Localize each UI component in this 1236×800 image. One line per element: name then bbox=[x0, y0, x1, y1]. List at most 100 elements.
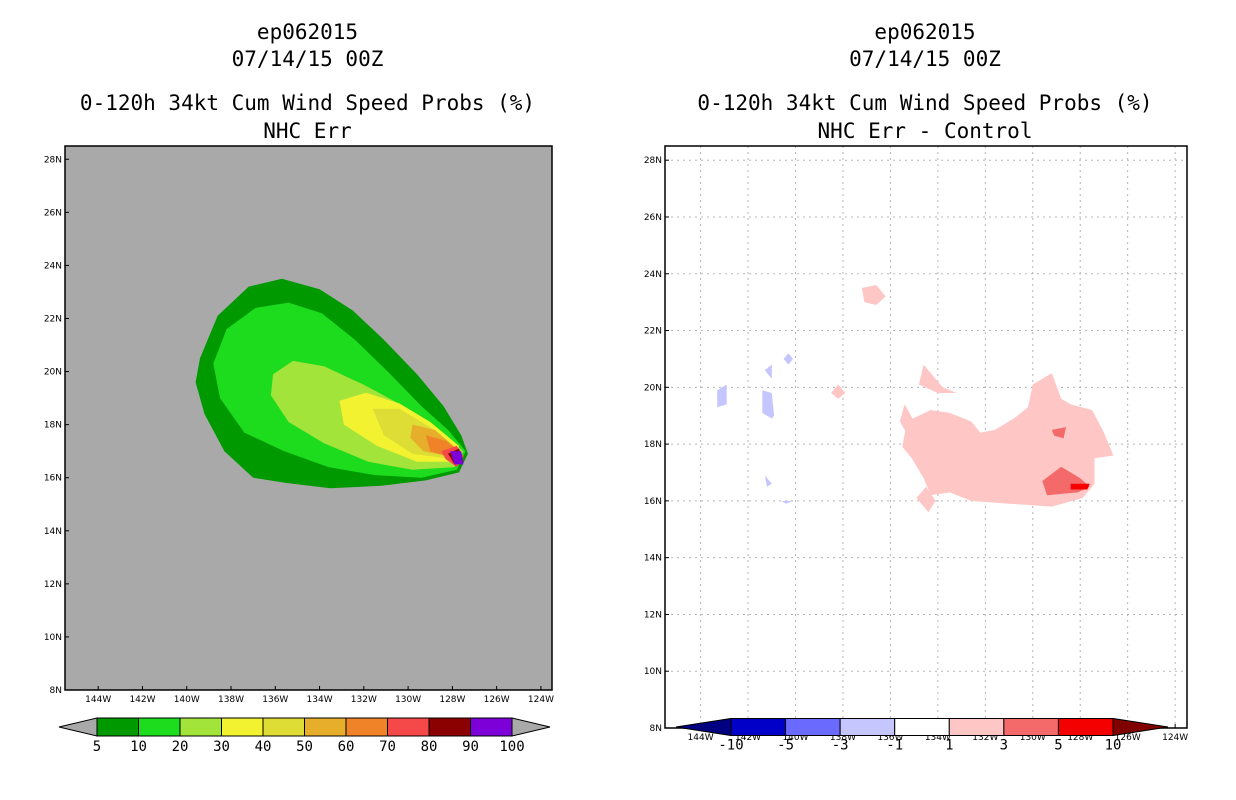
colorbar-label: 70 bbox=[379, 739, 396, 755]
colorbar-swatch bbox=[428, 717, 471, 737]
colorbar-extend-low bbox=[58, 717, 98, 737]
y-tick-label: 8N bbox=[50, 686, 62, 696]
colorbar-swatch bbox=[179, 717, 222, 737]
x-tick-label: 144W bbox=[688, 733, 714, 743]
colorbar-label: 90 bbox=[462, 739, 479, 755]
colorbar-label: 60 bbox=[338, 739, 355, 755]
x-tick-label: 132W bbox=[351, 695, 377, 705]
x-tick-label: 128W bbox=[1067, 733, 1093, 743]
colorbar-label: 50 bbox=[296, 739, 313, 755]
right-colorbar: -10 -5 -3 -1 1 3 5 10 bbox=[675, 717, 1169, 754]
y-tick-label: 22N bbox=[644, 327, 662, 337]
x-tick-label: 144W bbox=[85, 695, 111, 705]
colorbar-label: 3 bbox=[1000, 738, 1008, 754]
x-tick-label: 136W bbox=[262, 695, 288, 705]
y-tick-label: 10N bbox=[644, 667, 662, 677]
right-map-panel: 144W 142W 140W 138W 136W 134W 132W 130W 128W 126W… bbox=[644, 145, 1188, 743]
contour-5 bbox=[1070, 483, 1090, 490]
contour-1 bbox=[899, 404, 915, 439]
colorbar-extend-high bbox=[511, 717, 551, 737]
colorbar-swatch bbox=[839, 718, 896, 736]
x-tick-label: 134W bbox=[307, 695, 333, 705]
y-tick-label: 26N bbox=[644, 213, 662, 223]
x-tick-label: 138W bbox=[218, 695, 244, 705]
colorbar-swatch bbox=[262, 717, 305, 737]
x-tick-label: 136W bbox=[877, 733, 903, 743]
colorbar-swatch bbox=[345, 717, 388, 737]
x-tick-label: 134W bbox=[925, 733, 951, 743]
y-tick-label: 28N bbox=[644, 156, 662, 166]
colorbar-label: 1 bbox=[945, 738, 953, 754]
colorbar-label: 10 bbox=[1105, 738, 1122, 754]
x-tick-label: 126W bbox=[1115, 733, 1141, 743]
map-frame bbox=[64, 145, 553, 691]
colorbar-swatch bbox=[470, 717, 513, 737]
contour-1 bbox=[831, 384, 846, 399]
left-map-panel: 144W 142W 140W 138W 136W 134W 132W 130W 128W 126W… bbox=[44, 145, 554, 705]
x-tick-label: 124W bbox=[1162, 733, 1188, 743]
x-tick-label: 130W bbox=[395, 695, 421, 705]
contour-3 bbox=[1051, 427, 1066, 439]
colorbar-label: 30 bbox=[213, 739, 230, 755]
contour-neg1 bbox=[762, 390, 775, 419]
colorbar-label: 100 bbox=[499, 739, 524, 755]
right-product-title: 0-120h 34kt Cum Wind Speed Probs (%) bbox=[697, 91, 1153, 115]
left-colorbar: 5 10 20 30 40 50 60 70 80 90 100 bbox=[58, 717, 551, 755]
y-tick-label: 18N bbox=[44, 421, 62, 431]
y-tick-label: 14N bbox=[44, 527, 62, 537]
contour-1 bbox=[918, 364, 957, 393]
y-tick-label: 20N bbox=[44, 368, 62, 378]
y-tick-label: 12N bbox=[644, 610, 662, 620]
colorbar-swatch bbox=[948, 718, 1005, 736]
y-tick-label: 8N bbox=[650, 724, 662, 734]
contour-neg1 bbox=[764, 364, 772, 379]
colorbar-label: 80 bbox=[421, 739, 438, 755]
colorbar-swatch bbox=[730, 718, 787, 736]
y-tick-label: 12N bbox=[44, 580, 62, 590]
x-tick-label: 132W bbox=[972, 733, 998, 743]
x-tick-label: 124W bbox=[528, 695, 554, 705]
colorbar-swatch bbox=[138, 717, 181, 737]
y-tick-label: 18N bbox=[644, 440, 662, 450]
contour-1 bbox=[861, 285, 886, 305]
left-subtitle: NHC Err bbox=[263, 119, 352, 143]
colorbar-label: 5 bbox=[93, 739, 101, 755]
colorbar-label: 20 bbox=[172, 739, 189, 755]
y-tick-label: 10N bbox=[44, 633, 62, 643]
colorbar-swatch bbox=[387, 717, 430, 737]
contour-90 bbox=[450, 451, 464, 465]
x-tick-label: 128W bbox=[439, 695, 465, 705]
colorbar-label: 40 bbox=[255, 739, 272, 755]
colorbar-swatch bbox=[785, 718, 841, 736]
x-tick-label: 130W bbox=[1020, 733, 1046, 743]
y-tick-label: 26N bbox=[44, 208, 62, 218]
colorbar-swatch bbox=[894, 718, 950, 736]
left-valid-time: 07/14/15 00Z bbox=[231, 47, 384, 71]
right-subtitle: NHC Err - Control bbox=[817, 119, 1033, 143]
y-tick-label: 14N bbox=[644, 554, 662, 564]
colorbar-label: 5 bbox=[1054, 738, 1062, 754]
right-storm-id: ep062015 bbox=[874, 20, 976, 44]
colorbar-swatch bbox=[1057, 718, 1114, 736]
colorbar-label: -3 bbox=[832, 738, 849, 754]
colorbar-label: -10 bbox=[718, 738, 743, 754]
x-tick-label: 126W bbox=[484, 695, 510, 705]
colorbar-label: 10 bbox=[130, 739, 147, 755]
right-valid-time: 07/14/15 00Z bbox=[849, 47, 1001, 71]
colorbar-swatch bbox=[1003, 718, 1059, 736]
contour-neg1 bbox=[783, 353, 794, 365]
y-tick-label: 20N bbox=[644, 383, 662, 393]
contour-neg1 bbox=[764, 475, 772, 487]
contour-neg1 bbox=[717, 384, 727, 408]
x-tick-label: 142W bbox=[735, 733, 761, 743]
y-tick-label: 16N bbox=[644, 497, 662, 507]
colorbar-swatch bbox=[304, 717, 347, 737]
y-tick-label: 16N bbox=[44, 474, 62, 484]
y-tick-label: 22N bbox=[44, 314, 62, 324]
y-tick-label: 24N bbox=[644, 270, 662, 280]
left-product-title: 0-120h 34kt Cum Wind Speed Probs (%) bbox=[79, 91, 536, 115]
x-tick-label: 140W bbox=[174, 695, 200, 705]
contour-neg1 bbox=[781, 500, 794, 504]
colorbar-label: -1 bbox=[886, 738, 903, 754]
